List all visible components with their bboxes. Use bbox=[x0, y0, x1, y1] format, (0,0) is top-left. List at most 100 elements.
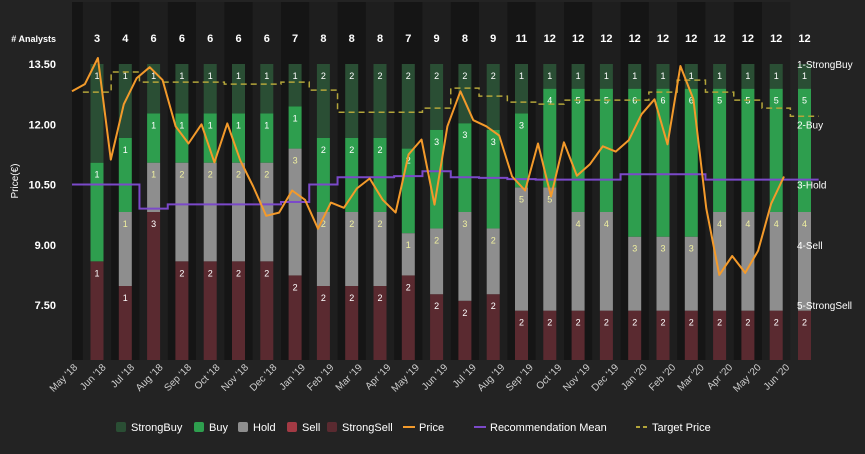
bar-strongbuy bbox=[599, 64, 613, 89]
target-price-line bbox=[82, 71, 819, 117]
bar-value-label: 2 bbox=[377, 71, 382, 81]
bar-strongsell bbox=[345, 286, 359, 360]
analyst-count-label: 7 bbox=[405, 33, 411, 45]
bar-value-label: 3 bbox=[491, 137, 496, 147]
bar-value-label: 5 bbox=[547, 194, 552, 204]
bar-value-label: 2 bbox=[321, 219, 326, 229]
bar-buy bbox=[599, 88, 613, 212]
bar-value-label: 2 bbox=[349, 293, 354, 303]
bar-value-label: 1 bbox=[208, 120, 213, 130]
y-axis-title: Price(€) bbox=[10, 163, 21, 198]
bar-value-label: 3 bbox=[151, 219, 156, 229]
chart-legend: StrongBuy Buy Hold Sell StrongSell Price Recom… bbox=[116, 422, 711, 434]
bar-strongbuy bbox=[430, 64, 444, 130]
y-tick-label: 9.00 bbox=[35, 240, 56, 252]
bar-value-label: 4 bbox=[604, 219, 609, 229]
analyst-count-label: 9 bbox=[490, 33, 496, 45]
bar-buy bbox=[628, 88, 642, 237]
analyst-count-label: 6 bbox=[235, 33, 241, 45]
bar-hold bbox=[656, 236, 670, 311]
analyst-count-label: 12 bbox=[685, 33, 697, 45]
legend-label: StrongSell bbox=[342, 422, 393, 434]
bar-hold bbox=[684, 236, 698, 311]
bar-strongsell bbox=[260, 261, 274, 360]
bar-value-label: 1 bbox=[293, 71, 298, 81]
bar-buy bbox=[543, 88, 557, 188]
bar-value-label: 2 bbox=[689, 318, 694, 328]
bar-strongbuy bbox=[571, 64, 585, 89]
bar-buy bbox=[260, 113, 274, 163]
bar-value-label: 2 bbox=[434, 235, 439, 245]
bar-strongsell bbox=[232, 261, 245, 360]
y-tick-label: 7.50 bbox=[35, 300, 56, 312]
bar-strongsell bbox=[628, 310, 642, 360]
bar-hold bbox=[599, 212, 613, 311]
bar-value-label: 1 bbox=[717, 71, 722, 81]
bar-value-label: 4 bbox=[774, 219, 779, 229]
bar-strongsell bbox=[430, 294, 444, 360]
bar-value-label: 2 bbox=[406, 71, 411, 81]
rating-bars: 1 1 1 1 1 1 1 3 1 1 1 2 2 1 1 2 2 1 1 2 2 1 1 2 2 1 1 2 3 1 1 2 2 2 2 2 2 2 2 2… bbox=[90, 64, 811, 360]
bar-strongbuy bbox=[175, 64, 189, 114]
bar-value-label: 1 bbox=[94, 268, 99, 278]
bar-strongsell bbox=[175, 261, 189, 360]
bar-strongsell bbox=[713, 310, 727, 360]
bar-strongbuy bbox=[373, 64, 387, 138]
bar-value-label: 4 bbox=[547, 96, 552, 106]
analyst-count-label: 12 bbox=[742, 33, 754, 45]
bar-buy bbox=[232, 113, 245, 163]
legend-swatch bbox=[287, 422, 297, 432]
analyst-count-label: 9 bbox=[434, 33, 440, 45]
analyst-count-label: 12 bbox=[713, 33, 725, 45]
bar-hold bbox=[288, 148, 302, 276]
bar-value-label: 1 bbox=[179, 71, 184, 81]
y-tick-label: 10.50 bbox=[28, 180, 56, 192]
analyst-count-label: 6 bbox=[264, 33, 270, 45]
bar-value-label: 2 bbox=[462, 308, 467, 318]
bar-value-label: 2 bbox=[349, 145, 354, 155]
bar-value-label: 3 bbox=[293, 156, 298, 166]
bar-strongbuy bbox=[684, 64, 698, 89]
analyst-count-label: 7 bbox=[292, 33, 298, 45]
bar-hold bbox=[118, 212, 132, 286]
bar-hold bbox=[741, 212, 755, 311]
bar-value-label: 2 bbox=[208, 170, 213, 180]
bar-buy bbox=[147, 113, 161, 163]
bar-strongbuy bbox=[345, 64, 359, 138]
bar-hold bbox=[628, 236, 642, 311]
bar-value-label: 2 bbox=[321, 71, 326, 81]
bar-value-label: 1 bbox=[179, 120, 184, 130]
bar-value-label: 2 bbox=[377, 145, 382, 155]
bar-strongsell bbox=[203, 261, 217, 360]
bar-value-label: 1 bbox=[547, 71, 552, 81]
bar-value-label: 1 bbox=[689, 71, 694, 81]
bar-strongbuy bbox=[798, 64, 811, 89]
bar-strongbuy bbox=[232, 64, 245, 114]
bar-value-label: 1 bbox=[802, 71, 807, 81]
bar-strongsell bbox=[769, 310, 783, 360]
bar-value-label: 4 bbox=[576, 219, 581, 229]
bar-strongbuy bbox=[486, 64, 500, 130]
bar-buy bbox=[345, 138, 359, 212]
bar-value-label: 1 bbox=[293, 113, 298, 123]
bar-strongsell bbox=[288, 275, 302, 360]
legend-swatch bbox=[327, 422, 337, 432]
bar-value-label: 3 bbox=[632, 244, 637, 254]
bar-value-label: 1 bbox=[123, 145, 128, 155]
recommendation-mean-line bbox=[72, 170, 819, 210]
bar-value-label: 2 bbox=[462, 71, 467, 81]
bar-value-label: 2 bbox=[774, 318, 779, 328]
bar-hold bbox=[798, 212, 811, 311]
bar-value-label: 1 bbox=[123, 219, 128, 229]
bar-value-label: 4 bbox=[802, 219, 807, 229]
analyst-count-label: 8 bbox=[349, 33, 355, 45]
bar-strongbuy bbox=[515, 64, 528, 114]
rating-level-label: 3-Hold bbox=[797, 181, 826, 192]
bar-value-label: 4 bbox=[717, 219, 722, 229]
bar-value-label: 2 bbox=[349, 71, 354, 81]
bar-value-label: 4 bbox=[745, 219, 750, 229]
bar-buy bbox=[90, 162, 104, 262]
bar-value-label: 1 bbox=[123, 293, 128, 303]
bar-buy bbox=[288, 106, 302, 149]
